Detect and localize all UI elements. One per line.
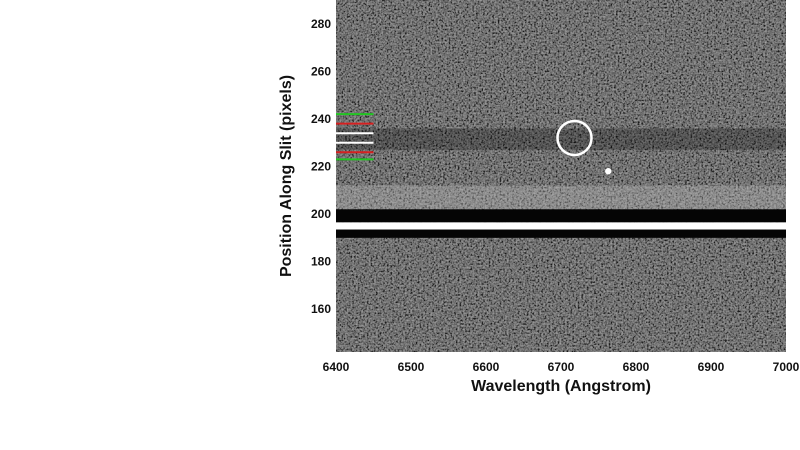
y-tick-label: 280 xyxy=(311,17,331,31)
y-tick-label: 200 xyxy=(311,207,331,221)
x-tick-label: 6600 xyxy=(473,360,500,374)
dark-band xyxy=(336,209,786,223)
x-tick-label: 6500 xyxy=(398,360,425,374)
spectral-bands xyxy=(336,128,786,238)
dark-band xyxy=(336,229,786,238)
axis-ticks: 6400 6500 6600 6700 6800 6900 7000 160 180 200 220… xyxy=(311,17,800,374)
markers xyxy=(336,113,612,175)
x-tick-label: 6700 xyxy=(548,360,575,374)
bright-trace xyxy=(336,222,786,230)
x-tick-label: 6900 xyxy=(698,360,725,374)
y-tick-label: 240 xyxy=(311,112,331,126)
circle-marker xyxy=(556,119,593,157)
y-axis-title: Position Along Slit (pixels) xyxy=(278,75,295,277)
plot-area xyxy=(336,0,786,352)
y-tick-label: 180 xyxy=(311,255,331,269)
noise-texture xyxy=(336,0,786,352)
x-tick-label: 6800 xyxy=(623,360,650,374)
y-tick-label: 260 xyxy=(311,64,331,78)
bright-band xyxy=(336,185,786,210)
faint-band xyxy=(336,128,786,150)
y-tick-label: 220 xyxy=(311,159,331,173)
x-tick-label: 7000 xyxy=(773,360,800,374)
y-tick-label: 160 xyxy=(311,302,331,316)
emission-spot xyxy=(605,168,612,175)
x-axis-title: Wavelength (Angstrom) xyxy=(471,378,651,395)
x-tick-label: 6400 xyxy=(323,360,350,374)
